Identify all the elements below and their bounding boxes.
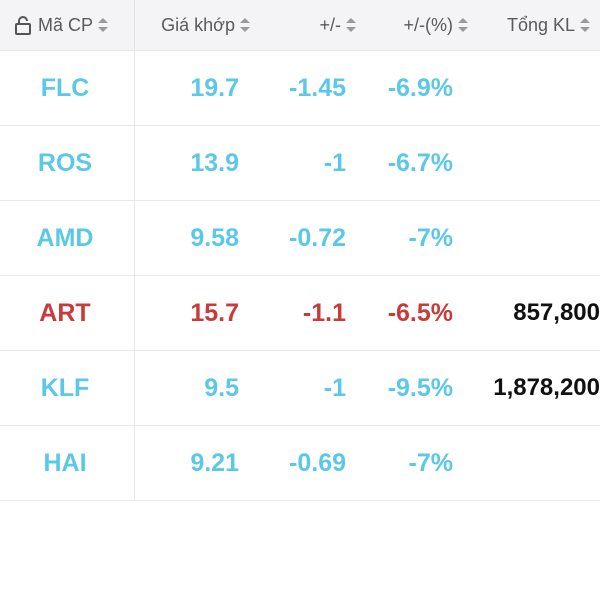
stock-table: Mã CP Giá khớp +/- +/-(%) Tổng KL FLC 19… (0, 0, 600, 501)
match-price: 9.58 (190, 223, 239, 252)
header-change-label: +/- (319, 14, 341, 35)
price-change-pct: -7% (408, 448, 453, 477)
header-volume-label: Tổng KL (506, 14, 575, 35)
table-row[interactable]: HAI 9.21 -0.69 -7% (0, 426, 600, 501)
table-row[interactable]: ART 15.7 -1.1 -6.5% 857,800 (0, 276, 600, 351)
stock-code[interactable]: FLC (0, 51, 135, 125)
table-header: Mã CP Giá khớp +/- +/-(%) Tổng KL (0, 0, 600, 51)
header-pct-label: +/-(%) (403, 14, 454, 35)
total-volume: 857,800 (513, 299, 600, 326)
stock-code[interactable]: ROS (0, 126, 135, 200)
match-price: 9.21 (190, 448, 239, 477)
price-change: -1 (323, 373, 346, 402)
header-code-label: Mã CP (38, 14, 94, 35)
total-volume: 1,878,200 (493, 374, 600, 401)
header-change[interactable]: +/- (250, 0, 356, 50)
header-pct[interactable]: +/-(%) (356, 0, 468, 50)
table-row[interactable]: FLC 19.7 -1.45 -6.9% (0, 51, 600, 126)
price-change-pct: -7% (408, 223, 453, 252)
price-change-pct: -9.5% (387, 373, 453, 402)
lock-icon[interactable] (14, 15, 32, 35)
price-change: -1.1 (302, 298, 346, 327)
price-change: -1.45 (289, 73, 346, 102)
header-code[interactable]: Mã CP (0, 0, 135, 50)
sort-icon[interactable] (240, 18, 250, 32)
header-price[interactable]: Giá khớp (135, 0, 250, 50)
price-change-pct: -6.7% (387, 148, 453, 177)
sort-icon[interactable] (580, 18, 590, 32)
table-row[interactable]: AMD 9.58 -0.72 -7% (0, 201, 600, 276)
sort-icon[interactable] (458, 18, 468, 32)
stock-code[interactable]: KLF (0, 351, 135, 425)
table-row[interactable]: ROS 13.9 -1 -6.7% (0, 126, 600, 201)
price-change: -0.72 (289, 223, 346, 252)
stock-code[interactable]: HAI (0, 426, 135, 500)
match-price: 13.9 (190, 148, 239, 177)
table-body: FLC 19.7 -1.45 -6.9% ROS 13.9 -1 -6.7% A… (0, 51, 600, 501)
table-row[interactable]: KLF 9.5 -1 -9.5% 1,878,200 (0, 351, 600, 426)
price-change: -0.69 (289, 448, 346, 477)
price-change: -1 (323, 148, 346, 177)
header-volume[interactable]: Tổng KL (468, 0, 600, 50)
sort-icon[interactable] (98, 18, 109, 32)
stock-code[interactable]: ART (0, 276, 135, 350)
header-price-label: Giá khớp (161, 14, 235, 35)
stock-code[interactable]: AMD (0, 201, 135, 275)
price-change-pct: -6.5% (387, 298, 453, 327)
match-price: 19.7 (190, 73, 239, 102)
match-price: 9.5 (204, 373, 239, 402)
match-price: 15.7 (190, 298, 239, 327)
price-change-pct: -6.9% (387, 73, 453, 102)
sort-icon[interactable] (346, 18, 356, 32)
